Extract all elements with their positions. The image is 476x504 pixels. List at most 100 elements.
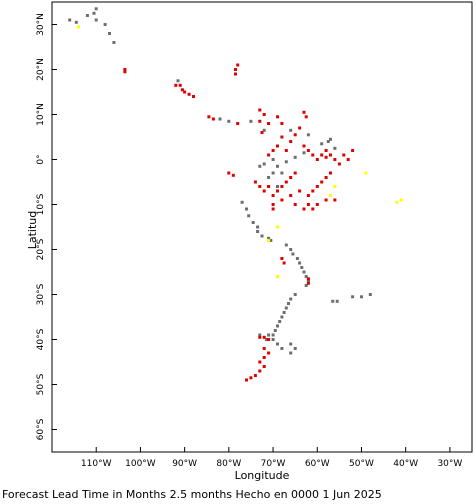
red-station-point xyxy=(298,126,302,130)
gray-station-point xyxy=(94,7,98,11)
lat-tick-label: 10°N xyxy=(36,103,46,126)
red-station-point xyxy=(320,180,324,184)
gray-station-point xyxy=(293,155,297,159)
station-points xyxy=(68,7,403,382)
gray-station-point xyxy=(278,320,282,323)
lat-tick-label: 20°S xyxy=(36,238,46,260)
lat-tick-label: 40°S xyxy=(36,328,46,350)
red-station-point xyxy=(280,198,284,202)
gray-station-point xyxy=(260,234,264,238)
gray-station-point xyxy=(351,295,355,299)
red-station-point xyxy=(234,68,237,71)
gray-station-point xyxy=(291,252,295,256)
lon-tick-label: 100°W xyxy=(125,459,156,469)
lon-tick-label: 30°W xyxy=(437,459,462,469)
gray-station-point xyxy=(85,14,89,17)
red-station-point xyxy=(174,83,178,87)
yellow-station-point xyxy=(77,25,80,29)
red-station-point xyxy=(306,149,310,152)
red-station-point xyxy=(123,68,127,71)
gray-station-point xyxy=(267,236,271,240)
red-station-point xyxy=(302,207,306,211)
gray-station-point xyxy=(326,140,330,143)
lon-tick-label: 50°W xyxy=(349,459,374,469)
gray-station-point xyxy=(176,79,180,83)
red-station-point xyxy=(211,117,215,121)
gray-station-point xyxy=(302,270,306,274)
gray-station-point xyxy=(267,333,271,337)
gray-station-point xyxy=(282,311,286,314)
red-station-point xyxy=(271,194,275,197)
red-station-point xyxy=(262,335,266,339)
gray-station-point xyxy=(269,239,273,242)
gray-station-point xyxy=(247,214,251,218)
red-station-point xyxy=(262,365,266,368)
gray-station-point xyxy=(256,225,260,229)
gray-station-point xyxy=(306,279,310,283)
gray-station-point xyxy=(289,297,293,301)
red-station-point xyxy=(258,108,262,112)
red-station-point xyxy=(253,180,257,184)
red-station-point xyxy=(271,203,275,206)
gray-station-point xyxy=(284,306,288,310)
map-frame xyxy=(51,1,473,453)
gray-station-point xyxy=(94,18,98,22)
gray-station-point xyxy=(108,32,111,35)
red-station-point xyxy=(351,149,355,152)
red-station-point xyxy=(280,185,284,188)
gray-station-point xyxy=(360,295,363,299)
red-station-point xyxy=(293,133,297,137)
red-station-point xyxy=(207,115,211,119)
yellow-station-point xyxy=(276,225,279,229)
gray-station-point xyxy=(280,171,284,175)
red-station-point xyxy=(289,140,293,143)
lon-tick-label: 40°W xyxy=(393,459,418,469)
red-station-point xyxy=(324,176,328,179)
lat-tick-label: 20°N xyxy=(36,58,46,81)
axis-ticks: 110°W 100°W 90°W 80°W 70°W 60°W 50°W 40°W 30°W 30… xyxy=(36,13,462,469)
gray-station-point xyxy=(302,151,306,155)
gray-station-point xyxy=(300,266,304,269)
red-station-point xyxy=(280,122,284,125)
red-station-point xyxy=(258,119,262,123)
gray-station-point xyxy=(289,128,293,132)
gray-station-point xyxy=(306,133,310,137)
lat-tick-label: 60°S xyxy=(36,418,46,440)
red-station-point xyxy=(289,194,293,197)
red-station-point xyxy=(315,185,319,188)
red-station-point xyxy=(280,257,284,260)
yellow-station-point xyxy=(395,200,399,204)
red-station-point xyxy=(293,171,297,175)
gray-station-point xyxy=(68,18,72,22)
red-station-point xyxy=(302,144,306,148)
red-station-point xyxy=(262,113,266,116)
gray-station-point xyxy=(298,261,302,265)
red-station-point xyxy=(337,162,341,166)
gray-station-point xyxy=(295,257,299,260)
red-station-point xyxy=(262,347,266,350)
gray-station-point xyxy=(368,293,372,296)
gray-station-point xyxy=(74,20,78,24)
gray-station-point xyxy=(103,23,107,26)
red-station-point xyxy=(258,335,262,339)
gray-station-point xyxy=(280,347,284,350)
gray-station-point xyxy=(284,160,288,164)
gray-station-point xyxy=(249,119,253,123)
y-axis-title: Latitud xyxy=(26,211,39,250)
gray-station-point xyxy=(329,137,332,141)
red-station-point xyxy=(276,189,279,193)
red-station-point xyxy=(267,338,271,341)
gray-station-point xyxy=(227,119,231,123)
lon-tick-label: 70°W xyxy=(261,459,286,469)
gray-station-point xyxy=(245,207,248,211)
gray-station-point xyxy=(335,299,339,303)
red-station-point xyxy=(306,277,310,281)
lat-tick-label: 30°S xyxy=(36,283,46,305)
red-station-point xyxy=(253,374,257,377)
yellow-station-point xyxy=(364,171,368,175)
red-station-point xyxy=(284,180,288,184)
gray-station-point xyxy=(271,333,275,337)
red-station-point xyxy=(258,369,262,373)
red-station-point xyxy=(236,63,240,67)
